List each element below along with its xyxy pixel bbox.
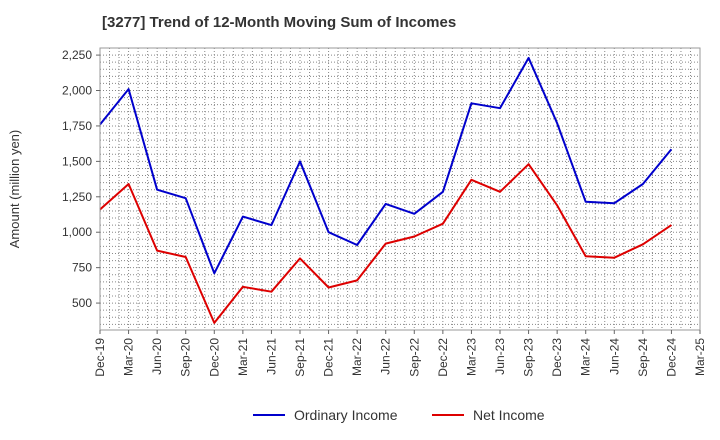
- x-tick-label: Mar-20: [122, 338, 136, 376]
- y-tick-label: 750: [72, 261, 92, 275]
- x-tick-label: Sep-21: [293, 338, 307, 377]
- x-tick-label: Dec-24: [664, 338, 678, 377]
- x-tick-label: Jun-20: [150, 338, 164, 375]
- x-tick-label: Jun-24: [607, 338, 621, 375]
- x-tick-label: Sep-20: [179, 338, 193, 377]
- x-tick-label: Mar-22: [350, 338, 364, 376]
- y-tick-label: 1,250: [62, 190, 92, 204]
- legend-label: Net Income: [473, 407, 545, 423]
- x-axis-ticks: Dec-19 Mar-20 Jun-20 Sep-20 Dec-20 Mar-21 Jun-…: [93, 330, 707, 377]
- x-tick-label: Sep-24: [636, 338, 650, 377]
- y-tick-label: 500: [72, 296, 92, 310]
- x-tick-label: Jun-23: [493, 338, 507, 375]
- x-tick-label: Mar-23: [464, 338, 478, 376]
- legend: Ordinary Income Net Income: [253, 407, 545, 423]
- series-line-ordinary-income: [99, 56, 673, 275]
- x-tick-label: Mar-21: [236, 338, 250, 376]
- chart-title: [3277] Trend of 12-Month Moving Sum of I…: [102, 14, 457, 31]
- x-tick-label: Dec-21: [322, 338, 336, 377]
- y-tick-label: 1,500: [62, 154, 92, 168]
- x-tick-label: Sep-22: [407, 338, 421, 377]
- y-axis-ticks: 500 750 1,000 1,250 1,500 1,750 2,000 2,250: [62, 48, 100, 310]
- legend-label: Ordinary Income: [294, 407, 398, 423]
- x-tick-label: Dec-23: [550, 338, 564, 377]
- x-tick-label: Dec-22: [436, 338, 450, 377]
- plot-area-frame: [99, 47, 701, 331]
- x-tick-label: Dec-19: [93, 338, 107, 377]
- x-tick-label: Mar-24: [579, 338, 593, 376]
- grid: [100, 48, 700, 330]
- x-tick-label: Dec-20: [207, 338, 221, 377]
- series-line-net-income: [99, 163, 672, 324]
- y-tick-label: 2,000: [62, 84, 92, 98]
- y-tick-label: 1,000: [62, 225, 92, 239]
- series-lines: [99, 56, 673, 324]
- x-tick-label: Jun-22: [379, 338, 393, 375]
- x-tick-label: Jun-21: [264, 338, 278, 375]
- y-tick-label: 2,250: [62, 48, 92, 62]
- x-tick-label: Sep-23: [522, 338, 536, 377]
- y-axis-label: Amount (million yen): [7, 130, 22, 249]
- y-tick-label: 1,750: [62, 119, 92, 133]
- x-tick-label: Mar-25: [693, 338, 707, 376]
